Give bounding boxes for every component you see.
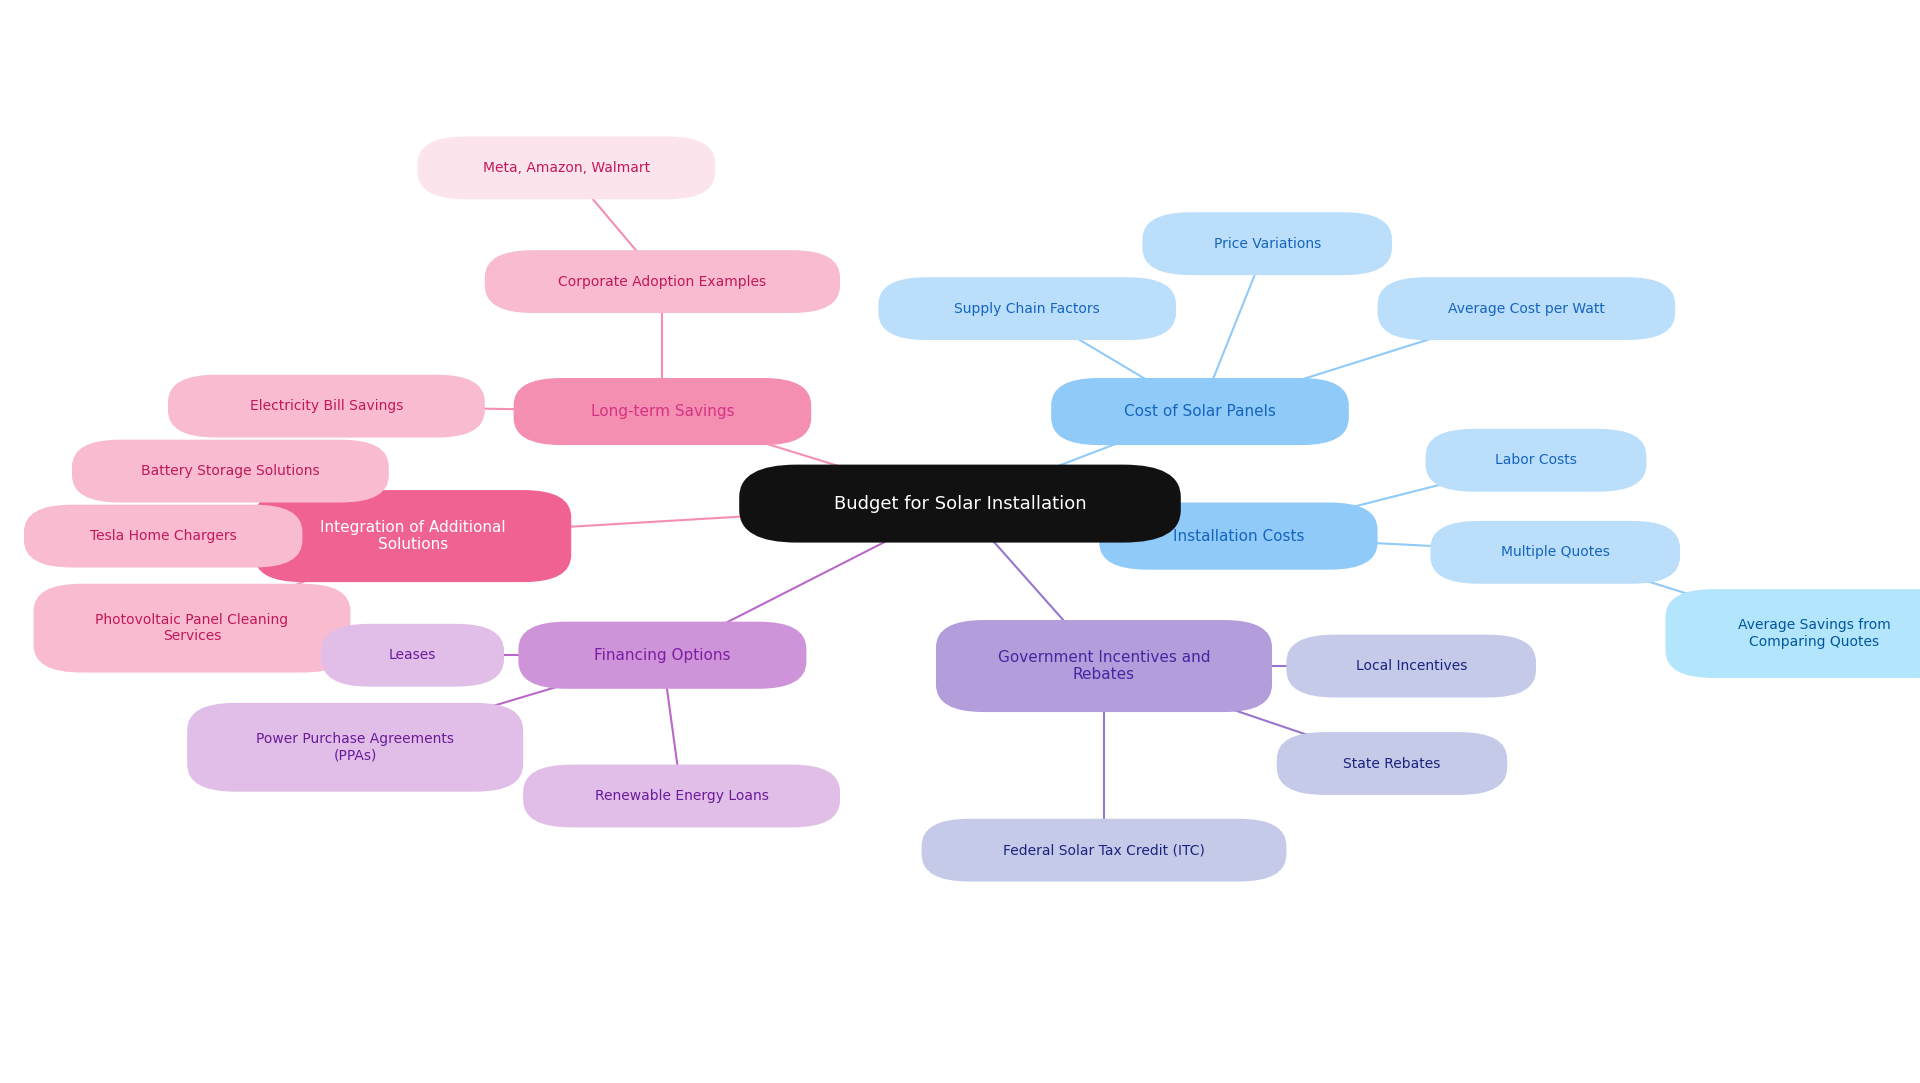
FancyBboxPatch shape [935, 619, 1271, 713]
FancyBboxPatch shape [321, 624, 503, 687]
FancyBboxPatch shape [73, 440, 388, 503]
Text: Battery Storage Solutions: Battery Storage Solutions [140, 465, 321, 478]
Text: Tesla Home Chargers: Tesla Home Chargers [90, 530, 236, 543]
Text: Average Cost per Watt: Average Cost per Watt [1448, 302, 1605, 315]
FancyBboxPatch shape [484, 250, 839, 313]
Text: State Rebates: State Rebates [1344, 757, 1440, 770]
Text: Photovoltaic Panel Cleaning
Services: Photovoltaic Panel Cleaning Services [96, 613, 288, 643]
Text: Corporate Adoption Examples: Corporate Adoption Examples [559, 275, 766, 288]
FancyBboxPatch shape [1142, 212, 1392, 275]
Text: Government Incentives and
Rebates: Government Incentives and Rebates [998, 650, 1210, 682]
Text: Local Incentives: Local Incentives [1356, 660, 1467, 673]
FancyBboxPatch shape [879, 277, 1175, 340]
FancyBboxPatch shape [1286, 635, 1536, 697]
Text: Financing Options: Financing Options [593, 648, 732, 663]
FancyBboxPatch shape [1277, 732, 1507, 795]
FancyBboxPatch shape [35, 584, 351, 673]
FancyBboxPatch shape [513, 378, 810, 445]
Text: Budget for Solar Installation: Budget for Solar Installation [833, 495, 1087, 512]
FancyBboxPatch shape [739, 465, 1181, 543]
Text: Power Purchase Agreements
(PPAs): Power Purchase Agreements (PPAs) [255, 732, 455, 762]
Text: Leases: Leases [390, 649, 436, 662]
FancyBboxPatch shape [518, 622, 806, 689]
FancyBboxPatch shape [1430, 521, 1680, 584]
Text: Meta, Amazon, Walmart: Meta, Amazon, Walmart [482, 161, 651, 174]
FancyBboxPatch shape [23, 505, 303, 567]
Text: Average Savings from
Comparing Quotes: Average Savings from Comparing Quotes [1738, 618, 1891, 649]
FancyBboxPatch shape [1379, 277, 1674, 340]
FancyBboxPatch shape [1098, 503, 1379, 570]
Text: Renewable Energy Loans: Renewable Energy Loans [595, 790, 768, 803]
Text: Multiple Quotes: Multiple Quotes [1501, 546, 1609, 559]
FancyBboxPatch shape [922, 819, 1286, 882]
FancyBboxPatch shape [253, 490, 572, 583]
Text: Federal Solar Tax Credit (ITC): Federal Solar Tax Credit (ITC) [1002, 844, 1206, 857]
Text: Price Variations: Price Variations [1213, 237, 1321, 250]
Text: Labor Costs: Labor Costs [1496, 454, 1576, 467]
FancyBboxPatch shape [1665, 589, 1920, 678]
FancyBboxPatch shape [522, 765, 841, 827]
FancyBboxPatch shape [1052, 378, 1348, 445]
FancyBboxPatch shape [417, 136, 714, 199]
Text: Electricity Bill Savings: Electricity Bill Savings [250, 400, 403, 413]
Text: Long-term Savings: Long-term Savings [591, 404, 733, 419]
FancyBboxPatch shape [169, 375, 484, 438]
Text: Installation Costs: Installation Costs [1173, 529, 1304, 544]
FancyBboxPatch shape [186, 703, 522, 792]
Text: Cost of Solar Panels: Cost of Solar Panels [1123, 404, 1277, 419]
Text: Integration of Additional
Solutions: Integration of Additional Solutions [321, 520, 505, 552]
Text: Supply Chain Factors: Supply Chain Factors [954, 302, 1100, 315]
FancyBboxPatch shape [1425, 429, 1647, 492]
